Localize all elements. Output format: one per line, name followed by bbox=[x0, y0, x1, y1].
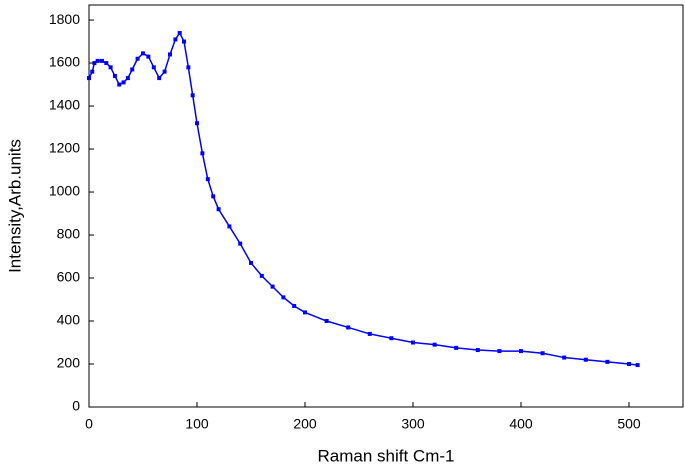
data-point bbox=[281, 295, 286, 300]
data-point bbox=[367, 331, 372, 336]
x-tick-label: 100 bbox=[185, 416, 209, 432]
x-tick-label: 400 bbox=[509, 416, 533, 432]
y-tick-label: 200 bbox=[57, 355, 81, 371]
data-point bbox=[627, 362, 631, 367]
data-line bbox=[88, 31, 638, 366]
data-point bbox=[173, 37, 178, 42]
data-point bbox=[432, 342, 437, 347]
data-point bbox=[90, 69, 95, 74]
data-point bbox=[162, 69, 167, 74]
data-point bbox=[259, 273, 264, 278]
data-point bbox=[205, 177, 210, 182]
data-point bbox=[211, 194, 216, 199]
data-point bbox=[389, 336, 394, 341]
y-tick-label: 1400 bbox=[49, 97, 80, 113]
data-point bbox=[324, 319, 329, 324]
data-point bbox=[177, 30, 182, 35]
data-point bbox=[117, 82, 122, 87]
x-tick-label: 500 bbox=[617, 416, 641, 432]
y-tick-label: 1000 bbox=[49, 183, 80, 199]
data-point bbox=[540, 351, 545, 356]
data-point bbox=[249, 260, 253, 265]
data-point bbox=[87, 76, 91, 81]
data-point bbox=[146, 54, 151, 59]
data-point bbox=[95, 58, 100, 63]
y-tick-label: 1600 bbox=[49, 54, 80, 70]
data-point bbox=[92, 61, 97, 66]
data-point bbox=[475, 348, 480, 353]
plot-frame bbox=[88, 4, 684, 408]
data-point bbox=[562, 355, 567, 360]
data-point bbox=[200, 151, 205, 156]
data-point bbox=[157, 76, 162, 81]
data-point bbox=[151, 65, 156, 70]
data-point bbox=[190, 93, 195, 98]
data-point bbox=[216, 207, 221, 212]
data-point bbox=[635, 363, 640, 368]
data-point bbox=[99, 58, 104, 63]
y-tick-label: 1200 bbox=[49, 140, 80, 156]
data-point bbox=[125, 76, 130, 81]
y-tick-label: 1800 bbox=[49, 11, 80, 27]
data-point bbox=[605, 359, 610, 364]
data-point bbox=[112, 73, 117, 78]
data-point bbox=[497, 349, 502, 354]
data-point bbox=[454, 345, 459, 350]
x-tick-label: 0 bbox=[85, 416, 93, 432]
data-point bbox=[130, 67, 135, 72]
data-point bbox=[238, 241, 243, 246]
x-tick-label: 200 bbox=[293, 416, 317, 432]
y-tick-label: 0 bbox=[72, 398, 80, 414]
data-point bbox=[195, 121, 199, 126]
data-point bbox=[186, 65, 191, 70]
data-point bbox=[104, 61, 109, 66]
y-tick-label: 600 bbox=[57, 269, 81, 285]
data-point bbox=[346, 325, 351, 330]
data-point bbox=[182, 39, 187, 44]
data-point bbox=[141, 51, 145, 56]
data-point bbox=[121, 80, 126, 85]
data-point bbox=[303, 310, 307, 315]
data-point bbox=[227, 224, 232, 229]
data-point bbox=[411, 340, 415, 345]
data-point bbox=[135, 56, 140, 61]
data-point bbox=[108, 65, 113, 70]
data-point bbox=[583, 357, 588, 362]
data-point bbox=[168, 52, 172, 57]
x-axis-label: Raman shift Cm-1 bbox=[318, 446, 455, 465]
data-point bbox=[519, 349, 523, 354]
data-point bbox=[292, 303, 297, 308]
y-tick-label: 400 bbox=[57, 312, 81, 328]
y-tick-label: 800 bbox=[57, 226, 81, 242]
y-axis-label: Intensity,Arb.units bbox=[5, 139, 24, 273]
x-tick-label: 300 bbox=[401, 416, 425, 432]
data-point bbox=[270, 284, 275, 289]
